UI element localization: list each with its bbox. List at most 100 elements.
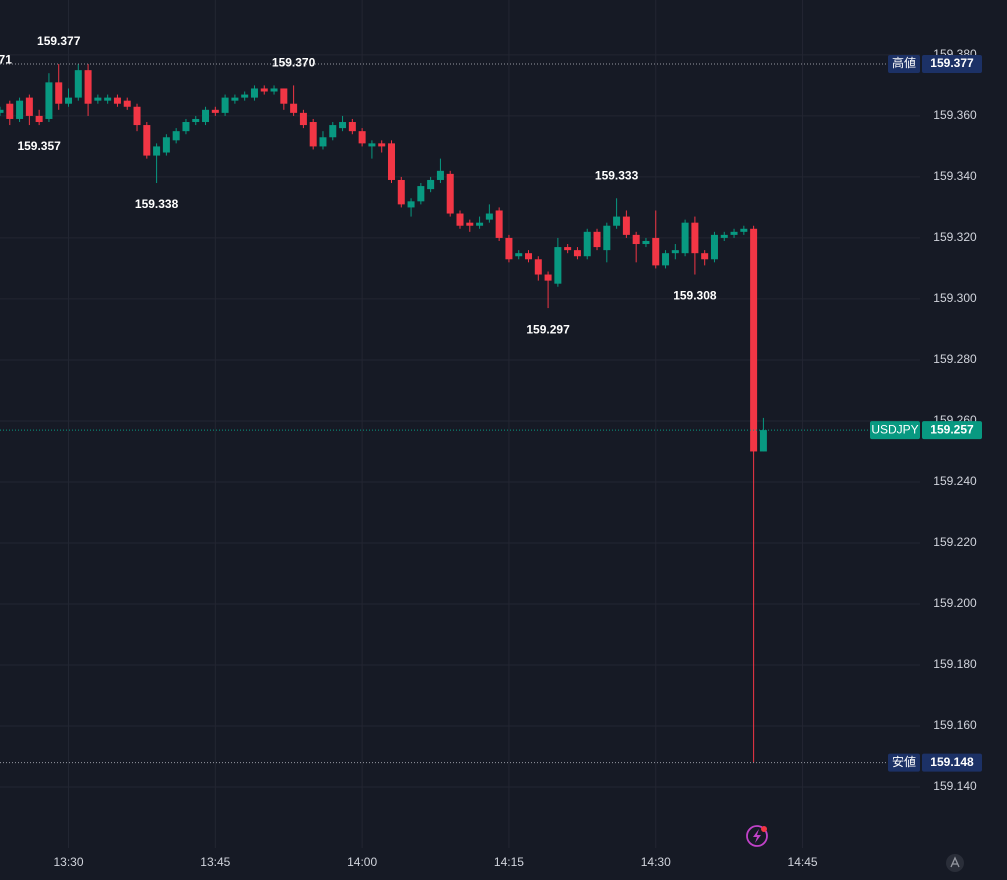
candle-body xyxy=(662,253,670,266)
candle-body xyxy=(397,179,405,205)
y-tick-label: 159.360 xyxy=(933,108,977,122)
candle-body xyxy=(172,131,180,141)
candle-body xyxy=(35,115,43,123)
candle-body xyxy=(260,88,268,92)
y-tick-label: 159.140 xyxy=(933,779,977,793)
candle-body xyxy=(6,103,14,119)
y-tick-label: 159.320 xyxy=(933,230,977,244)
price-tag-value-box xyxy=(922,55,982,74)
price-tag-value: 159.257 xyxy=(930,422,974,436)
candle-body xyxy=(280,88,288,104)
candle-body xyxy=(446,173,454,214)
candle-body xyxy=(16,100,24,119)
candle-body xyxy=(759,430,767,452)
candle-body xyxy=(554,247,562,284)
y-tick-label: 159.220 xyxy=(933,535,977,549)
candle-body xyxy=(622,216,630,235)
candle-body xyxy=(74,70,82,98)
candle-body xyxy=(632,234,640,245)
price-tag-name: 高値 xyxy=(892,55,916,70)
candle-body xyxy=(505,237,513,260)
candle-body xyxy=(299,112,307,126)
candle-body xyxy=(407,201,415,208)
candle-body xyxy=(153,146,161,156)
candle-body xyxy=(525,253,533,260)
candle-body xyxy=(515,253,523,257)
candle-body xyxy=(534,259,542,275)
high-low-label: 159.308 xyxy=(673,289,717,303)
candle-body xyxy=(55,82,63,104)
lightning-icon[interactable] xyxy=(746,825,768,847)
candle-body xyxy=(45,82,53,119)
candle-body xyxy=(583,231,591,257)
candle-body xyxy=(309,122,317,147)
candle-body xyxy=(221,97,229,113)
auto-scale-button[interactable] xyxy=(946,854,964,872)
candle-body xyxy=(104,97,112,101)
candle-body xyxy=(427,179,435,190)
candle-body xyxy=(466,222,474,226)
y-tick-label: 159.180 xyxy=(933,657,977,671)
price-tag-value-box xyxy=(922,421,982,440)
candle-body xyxy=(162,137,170,153)
candle-body xyxy=(603,225,611,251)
candle-body xyxy=(241,94,249,98)
candle-body xyxy=(740,228,748,232)
price-tag-name-box xyxy=(888,753,920,772)
candle-body xyxy=(123,100,131,107)
y-tick-label: 159.160 xyxy=(933,718,977,732)
y-tick-label: 159.300 xyxy=(933,291,977,305)
candle-body xyxy=(339,122,347,129)
high-low-label: 159.371 xyxy=(0,53,12,67)
candle-body xyxy=(750,228,758,452)
candle-body xyxy=(368,143,376,147)
price-tag-value: 159.148 xyxy=(930,755,974,769)
candle-body xyxy=(710,234,718,260)
candle-body xyxy=(231,97,239,101)
x-tick-label: 14:45 xyxy=(788,855,818,869)
price-tag-value-box xyxy=(922,753,982,772)
candle-body xyxy=(456,213,464,226)
candle-body xyxy=(113,97,121,104)
high-low-label: 159.357 xyxy=(17,139,61,153)
candle-body xyxy=(0,109,4,113)
x-tick-label: 13:30 xyxy=(53,855,83,869)
candle-body xyxy=(329,125,337,138)
candle-body xyxy=(84,70,92,104)
high-low-label: 159.377 xyxy=(37,34,81,48)
candle-body xyxy=(358,131,366,144)
candle-body xyxy=(192,118,200,123)
candle-body xyxy=(25,97,33,116)
high-low-label: 159.297 xyxy=(526,322,570,336)
candle-body xyxy=(250,88,258,98)
candle-body xyxy=(544,274,552,281)
candle-body xyxy=(671,250,679,254)
candle-body xyxy=(573,250,581,257)
high-low-label: 159.333 xyxy=(595,168,639,182)
candle-body xyxy=(436,170,444,180)
candle-body xyxy=(642,240,650,245)
candle-body xyxy=(730,231,738,235)
price-tag-name-box xyxy=(888,55,920,74)
candle-body xyxy=(378,143,386,147)
axes: 159.140 159.160 159.180 159.200 159.220 159.2… xyxy=(53,47,982,869)
high-low-label: 159.370 xyxy=(272,56,316,70)
candle-body xyxy=(290,103,298,113)
candle-body xyxy=(348,122,356,132)
y-tick-label: 159.280 xyxy=(933,352,977,366)
candle-body xyxy=(319,137,327,147)
candle-body xyxy=(270,88,278,92)
candle-body xyxy=(65,97,73,104)
candle-body xyxy=(613,216,621,226)
price-tag-name: USDJPY xyxy=(871,422,918,436)
candle-body xyxy=(652,237,660,266)
x-tick-label: 14:15 xyxy=(494,855,524,869)
y-tick-label: 159.240 xyxy=(933,474,977,488)
candle-body xyxy=(387,143,395,180)
candle-body xyxy=(691,222,699,254)
candle-body xyxy=(593,231,601,248)
candle-body xyxy=(202,109,210,123)
x-tick-label: 13:45 xyxy=(200,855,230,869)
